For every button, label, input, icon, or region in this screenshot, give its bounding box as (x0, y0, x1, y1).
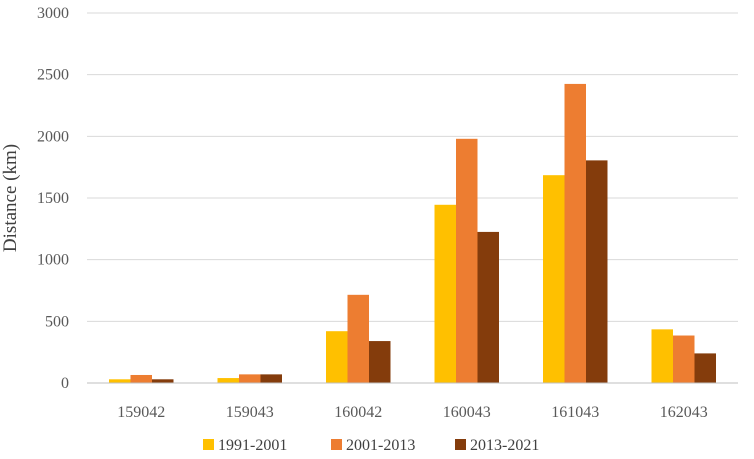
bar (651, 329, 673, 383)
legend-label: 2013-2021 (470, 437, 539, 454)
y-axis-title: Distance (km) (0, 144, 21, 252)
axes: 0 500 1000 1500 2000 2500 3000 159042 159043 1600… (37, 5, 738, 421)
bars (109, 83, 716, 384)
legend-swatch (203, 439, 214, 450)
bar (130, 374, 152, 383)
y-tick-label: 500 (45, 313, 69, 330)
bar (326, 331, 348, 383)
legend: 1991-2001 2001-2013 2013-2021 (203, 437, 539, 454)
bar (673, 335, 695, 383)
x-tick-label: 160042 (334, 404, 382, 421)
bar (477, 231, 499, 383)
bar (152, 379, 174, 383)
bar (564, 83, 586, 384)
legend-swatch (455, 439, 466, 450)
bar (239, 374, 261, 383)
y-tick-label: 2000 (37, 128, 69, 145)
y-tick-label: 3000 (37, 5, 69, 22)
x-tick-label: 159043 (226, 404, 274, 421)
bar (347, 294, 369, 383)
legend-label: 1991-2001 (218, 437, 287, 454)
bar (456, 138, 478, 383)
x-tick-label: 160043 (443, 404, 491, 421)
x-tick-label: 161043 (551, 404, 599, 421)
bar (694, 353, 716, 383)
y-tick-label: 0 (61, 375, 69, 392)
bar (543, 175, 565, 383)
gridlines (87, 12, 738, 322)
y-tick-label: 2500 (37, 67, 69, 84)
bar (586, 160, 608, 383)
bar (260, 374, 282, 383)
bar (109, 379, 131, 383)
y-tick-label: 1000 (37, 252, 69, 269)
y-tick-label: 1500 (37, 190, 69, 207)
legend-label: 2001-2013 (346, 437, 415, 454)
x-tick-label: 159042 (117, 404, 165, 421)
bar (217, 378, 239, 383)
x-tick-label: 162043 (660, 404, 708, 421)
bar (434, 204, 456, 383)
bar (369, 341, 391, 383)
legend-swatch (331, 439, 342, 450)
